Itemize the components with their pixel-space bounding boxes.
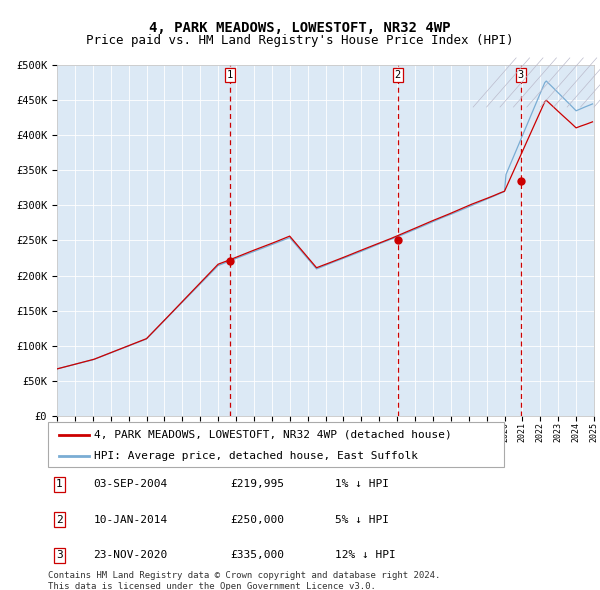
Text: £219,995: £219,995 [230, 480, 284, 489]
Text: 10-JAN-2014: 10-JAN-2014 [94, 515, 168, 525]
Text: 23-NOV-2020: 23-NOV-2020 [94, 550, 168, 560]
Text: HPI: Average price, detached house, East Suffolk: HPI: Average price, detached house, East… [94, 451, 418, 461]
Text: Contains HM Land Registry data © Crown copyright and database right 2024.
This d: Contains HM Land Registry data © Crown c… [48, 571, 440, 590]
Text: 2: 2 [395, 70, 401, 80]
Text: 3: 3 [517, 70, 524, 80]
Text: 12% ↓ HPI: 12% ↓ HPI [335, 550, 396, 560]
Text: 1: 1 [56, 480, 63, 489]
Text: 3: 3 [56, 550, 63, 560]
Text: 4, PARK MEADOWS, LOWESTOFT, NR32 4WP: 4, PARK MEADOWS, LOWESTOFT, NR32 4WP [149, 21, 451, 35]
Text: 4, PARK MEADOWS, LOWESTOFT, NR32 4WP (detached house): 4, PARK MEADOWS, LOWESTOFT, NR32 4WP (de… [94, 430, 451, 440]
Text: 1: 1 [227, 70, 233, 80]
Text: 5% ↓ HPI: 5% ↓ HPI [335, 515, 389, 525]
Text: £250,000: £250,000 [230, 515, 284, 525]
Text: 2: 2 [56, 515, 63, 525]
Text: 03-SEP-2004: 03-SEP-2004 [94, 480, 168, 489]
Text: 1% ↓ HPI: 1% ↓ HPI [335, 480, 389, 489]
Text: Price paid vs. HM Land Registry's House Price Index (HPI): Price paid vs. HM Land Registry's House … [86, 34, 514, 47]
Text: £335,000: £335,000 [230, 550, 284, 560]
FancyBboxPatch shape [48, 422, 504, 467]
